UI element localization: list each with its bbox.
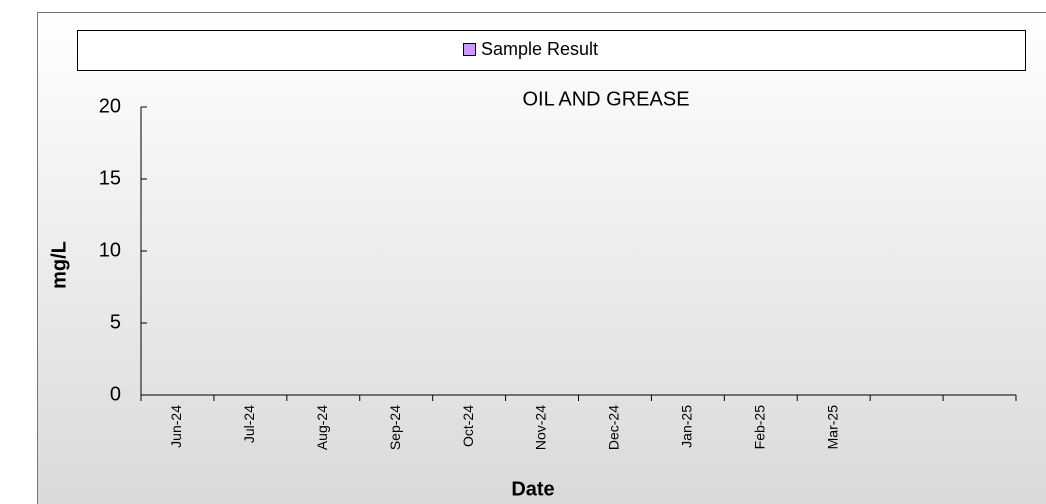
x-tick-label: Jun-24	[168, 405, 184, 448]
legend-marker	[463, 43, 476, 56]
x-tick-label: Aug-24	[314, 405, 330, 450]
x-tick-label: Oct-24	[460, 405, 476, 447]
x-tick-label: Jan-25	[679, 405, 695, 448]
y-tick-label: 15	[99, 167, 121, 189]
y-axis-label: mg/L	[48, 241, 70, 289]
x-tick-label: Dec-24	[606, 405, 622, 450]
y-tick-label: 0	[110, 383, 121, 405]
chart-area	[37, 12, 1046, 504]
x-tick-label: Jul-24	[241, 405, 257, 443]
legend-label: Sample Result	[481, 39, 598, 59]
y-tick-label: 10	[99, 239, 121, 261]
y-tick-label: 20	[99, 95, 121, 117]
x-tick-label: Feb-25	[751, 405, 767, 450]
legend-box	[77, 30, 1026, 71]
y-tick-label: 5	[110, 311, 121, 333]
x-tick-label: Nov-24	[533, 405, 549, 450]
chart-title: OIL AND GREASE	[522, 88, 689, 110]
x-axis-label: Date	[511, 478, 554, 500]
x-tick-label: Mar-25	[824, 405, 840, 450]
x-tick-label: Sep-24	[387, 405, 403, 450]
